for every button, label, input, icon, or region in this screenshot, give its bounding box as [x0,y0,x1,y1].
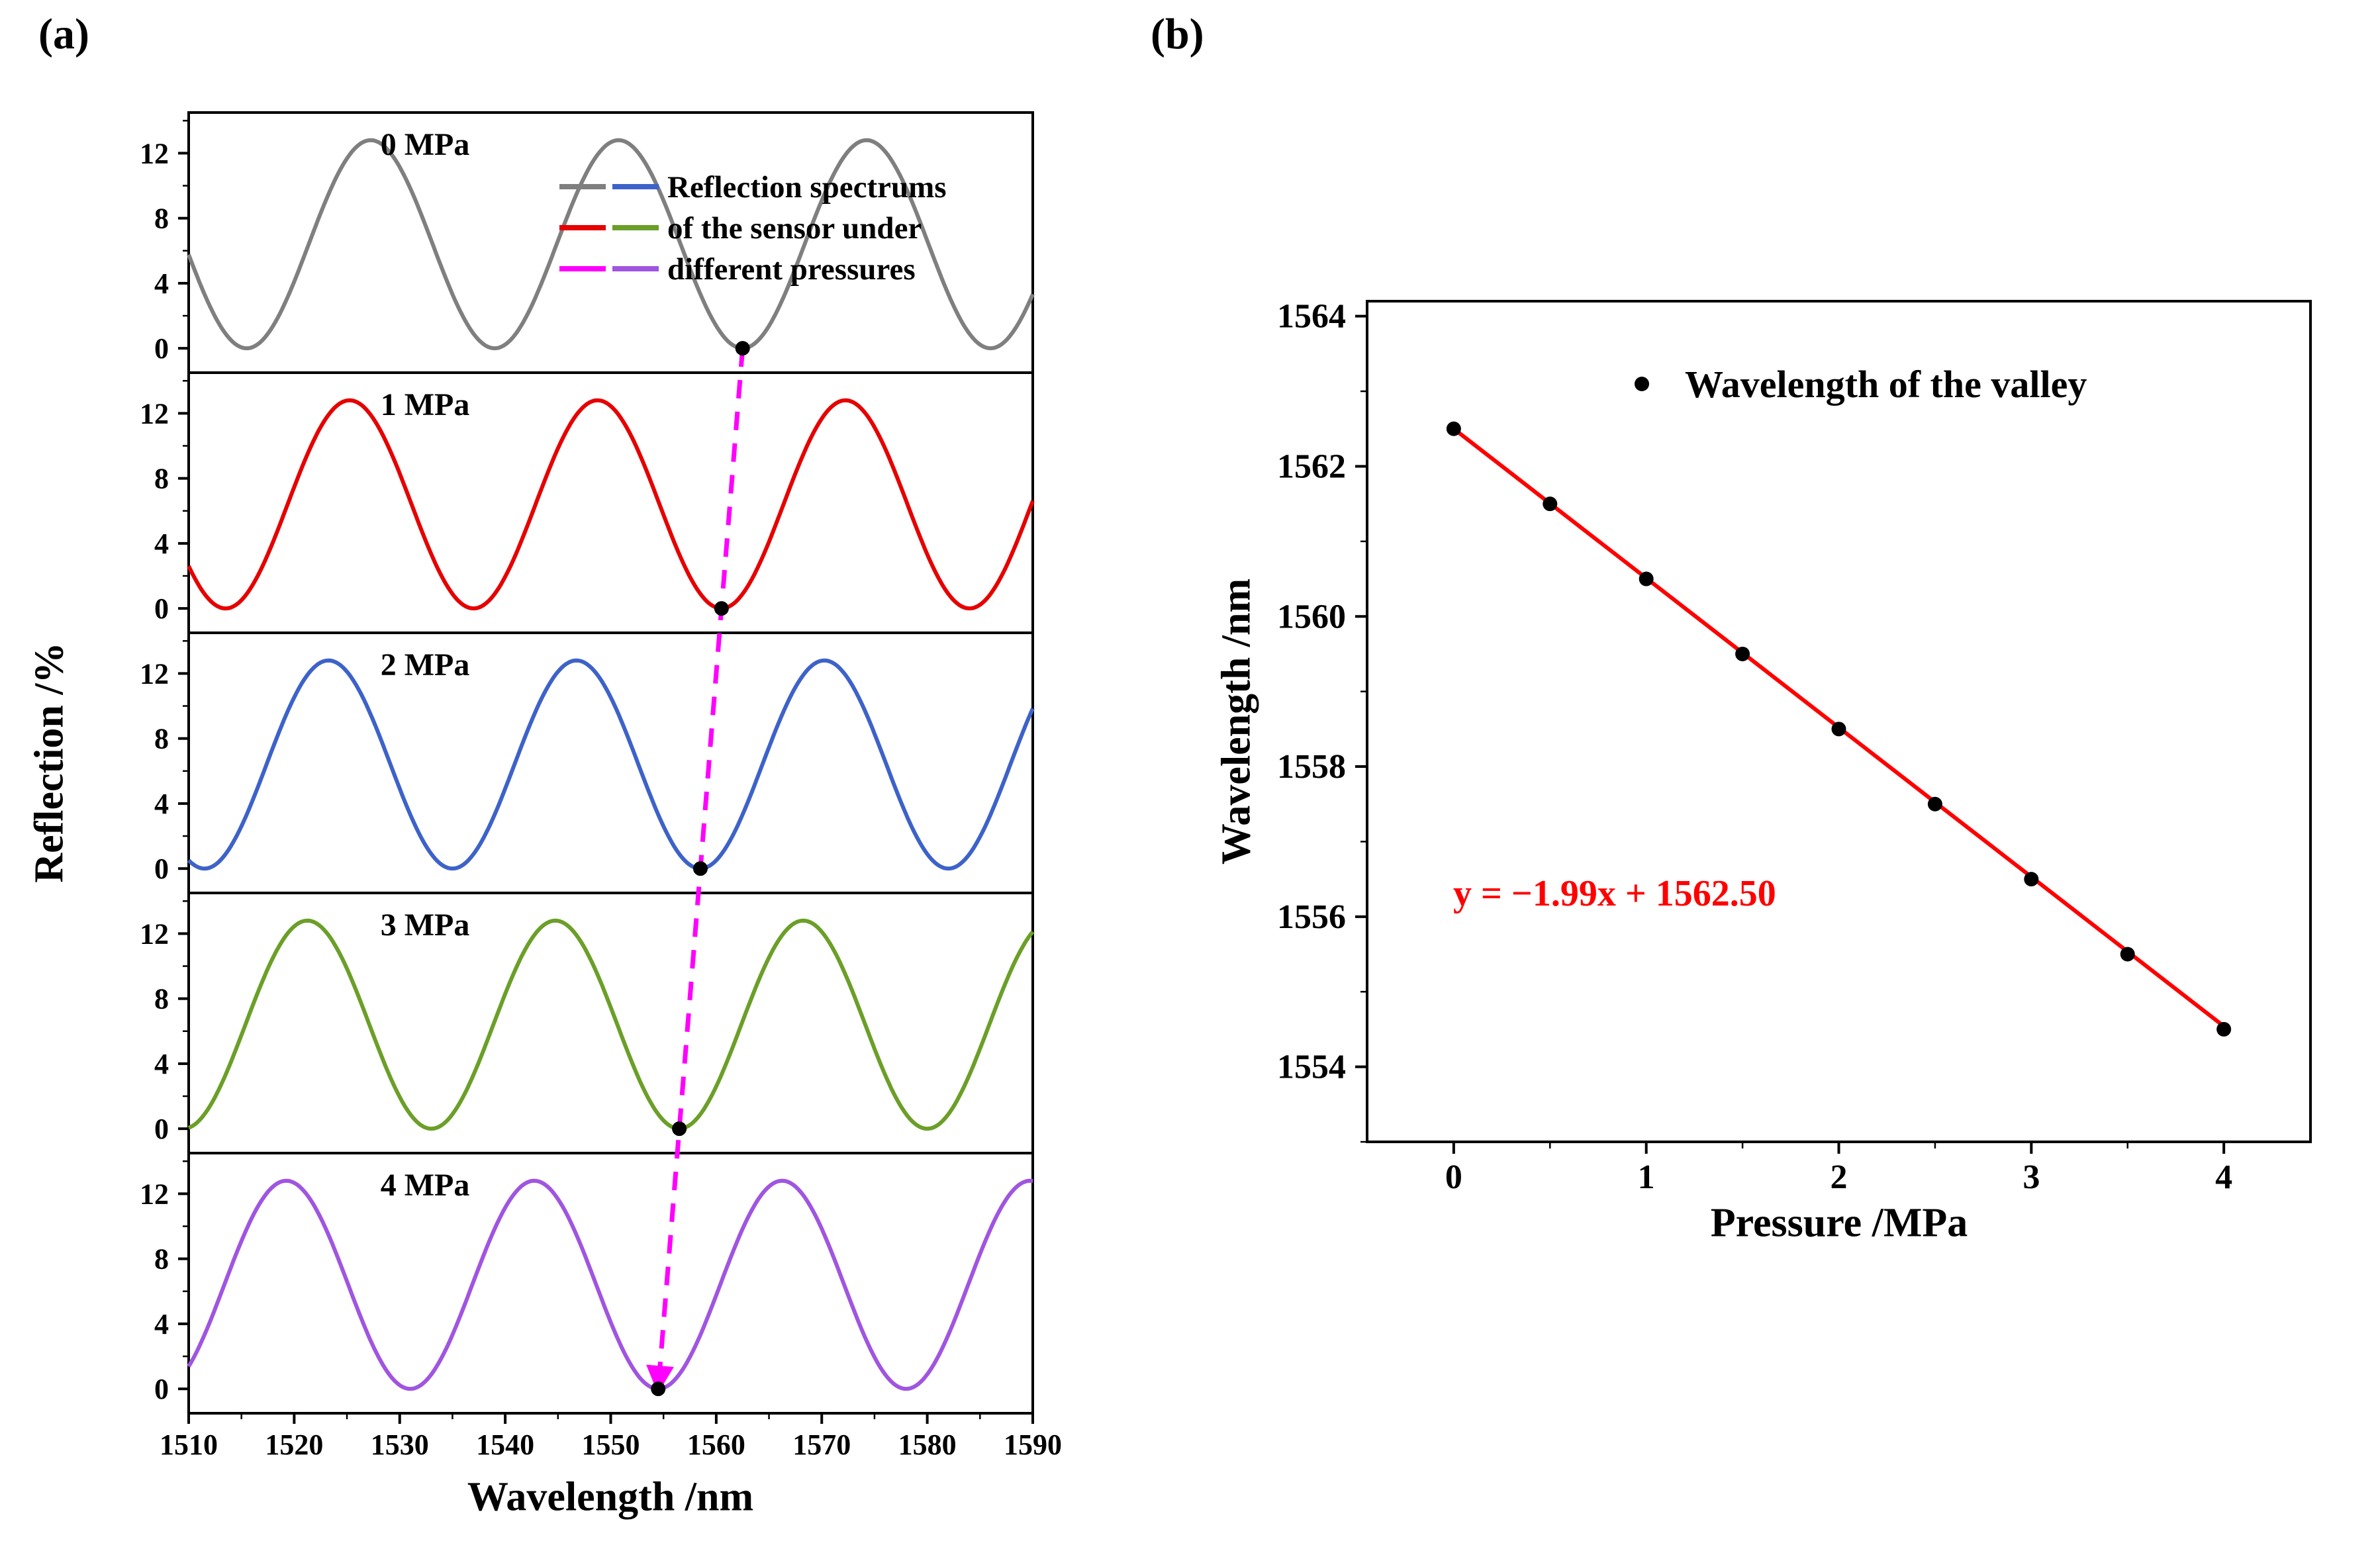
valley-dot [692,861,708,876]
panel-a-y-axis-title: Reflection /% [26,642,72,883]
panel-b-y-axis-title: Wavelength /nm [1214,578,1259,865]
y-tick-label: 12 [140,137,169,169]
y-tick-label: 4 [154,788,169,820]
spectrum-curve-2-MPa [187,658,1035,871]
y-tick-label: 8 [154,1243,169,1276]
y-tick-label: 8 [154,723,169,755]
data-point [2024,872,2039,887]
panel-a-subplot-3: 0 4 8 12 3 MPa [140,892,1035,1154]
x-tick-label: 1520 [265,1428,323,1461]
y-tick-label: 1558 [1277,748,1346,786]
pressure-label: 3 MPa [381,908,470,943]
spectrum-curve-0-MPa [187,138,1035,351]
pressure-label: 0 MPa [381,127,470,162]
x-tick-label: 1570 [792,1428,851,1461]
y-tick-label: 1560 [1277,598,1346,635]
data-point [1639,571,1654,586]
y-tick-label: 12 [140,397,169,430]
legend-text-line: different pressures [667,252,916,287]
legend-text-line: of the sensor under [667,211,922,246]
y-tick-label: 1554 [1277,1049,1346,1086]
y-tick-label: 0 [154,853,169,885]
y-tick-label: 1562 [1277,447,1346,485]
panel-a-x-axis-title: Wavelength /nm [467,1474,754,1520]
panel-a-subplot-1: 0 4 8 12 1 MPa [140,371,1035,634]
x-tick-label: 1 [1638,1158,1655,1196]
valley-dot [651,1381,666,1397]
panel-a-label: (a) [38,10,89,58]
y-tick-label: 8 [154,203,169,235]
pressure-label: 1 MPa [381,387,470,422]
x-tick-label: 1550 [582,1428,640,1461]
data-point [1735,646,1750,661]
y-tick-label: 1564 [1277,298,1346,336]
y-tick-label: 0 [154,332,169,365]
x-tick-label: 1540 [476,1428,534,1461]
subplot-border [187,631,1034,894]
panel-a-subplot-2: 0 4 8 12 2 MPa [140,631,1035,894]
y-tick-label: 0 [154,592,169,625]
panel-a-legend: Reflection spectrums of the sensor under d… [559,170,947,287]
spectrum-curve-3-MPa [187,918,1035,1131]
subplot-border [187,1152,1034,1415]
y-tick-label: 4 [154,267,169,300]
data-point [1543,496,1558,512]
y-tick-label: 12 [140,917,169,950]
y-tick-label: 12 [140,657,169,690]
panel-a-subplot-0: 0 4 8 12 0 MPa Reflection spectrums of the sen… [140,111,1035,374]
panel-b-x-axis-title: Pressure /MPa [1710,1200,1968,1246]
x-tick-label: 0 [1445,1158,1462,1196]
plot-border [1366,300,2312,1143]
legend-marker-dot [1635,377,1649,391]
pressure-label: 2 MPa [381,647,470,682]
legend-text-line: Reflection spectrums [667,170,947,205]
x-tick-label: 1560 [687,1428,745,1461]
x-tick-label: 1530 [371,1428,429,1461]
x-tick-label: 1580 [898,1428,957,1461]
x-tick-label: 3 [2023,1158,2040,1196]
legend-label: Wavelength of the valley [1685,363,2087,406]
x-tick-label: 2 [1831,1158,1848,1196]
spectrum-curve-1-MPa [187,398,1035,611]
data-point [1831,722,1846,737]
panel-b-label: (b) [1151,10,1204,58]
valley-dot [735,341,750,356]
data-point [1927,796,1942,812]
panel-a-subplot-4: 0 4 8 12 4 MPa 1510 1520 1530 1540 1550 1560 1570 15… [140,1152,1062,1461]
valley-dot [714,601,729,616]
y-tick-label: 4 [154,1308,169,1340]
pressure-label: 4 MPa [381,1168,470,1203]
data-point [2120,947,2135,962]
x-tick-label: 4 [2215,1158,2232,1196]
y-tick-label: 8 [154,983,169,1015]
y-tick-label: 4 [154,528,169,560]
fit-equation: y = −1.99x + 1562.50 [1453,873,1776,914]
y-tick-label: 1556 [1277,898,1346,936]
x-tick-label: 1510 [160,1428,218,1461]
x-tick-label: 1590 [1004,1428,1062,1461]
y-tick-label: 4 [154,1048,169,1080]
data-point [2216,1021,2232,1037]
y-tick-label: 0 [154,1113,169,1145]
y-tick-label: 8 [154,463,169,495]
spectrum-curve-4-MPa [187,1178,1033,1391]
valley-dot [672,1121,687,1137]
y-tick-label: 0 [154,1373,169,1405]
panel-b: 1554 1556 1558 1560 1562 1564 0 1 2 3 4 Wavelength … [1277,298,2312,1196]
data-point [1446,421,1461,436]
y-tick-label: 12 [140,1178,169,1210]
